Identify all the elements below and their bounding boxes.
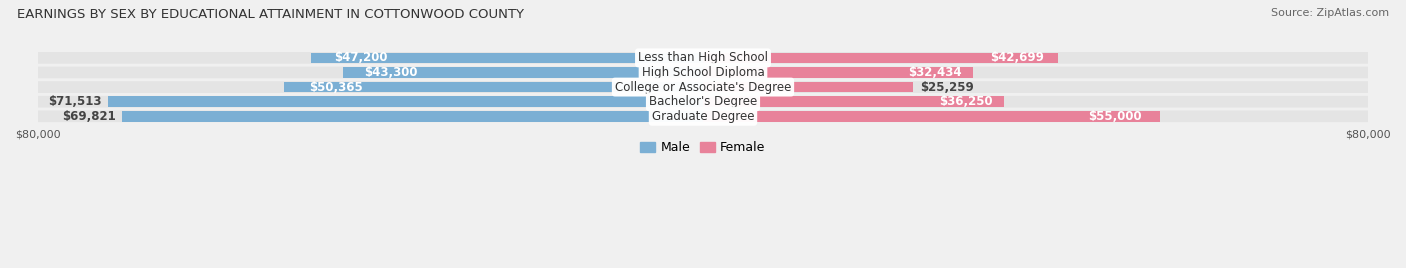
Text: $43,300: $43,300: [364, 66, 418, 79]
Bar: [703, 53, 1059, 63]
Bar: [703, 111, 1160, 121]
Text: $42,699: $42,699: [990, 51, 1043, 64]
Bar: [703, 96, 1004, 107]
Text: $50,365: $50,365: [309, 81, 363, 94]
Bar: [108, 96, 703, 107]
Bar: [703, 82, 912, 92]
Text: $69,821: $69,821: [62, 110, 115, 123]
Text: EARNINGS BY SEX BY EDUCATIONAL ATTAINMENT IN COTTONWOOD COUNTY: EARNINGS BY SEX BY EDUCATIONAL ATTAINMEN…: [17, 8, 524, 21]
Bar: [703, 67, 973, 78]
Text: $71,513: $71,513: [48, 95, 101, 108]
Text: $55,000: $55,000: [1088, 110, 1142, 123]
Bar: [122, 111, 703, 121]
FancyBboxPatch shape: [38, 52, 1368, 64]
Text: High School Diploma: High School Diploma: [641, 66, 765, 79]
Bar: [311, 53, 703, 63]
Text: Less than High School: Less than High School: [638, 51, 768, 64]
Text: Source: ZipAtlas.com: Source: ZipAtlas.com: [1271, 8, 1389, 18]
Text: $32,434: $32,434: [908, 66, 962, 79]
FancyBboxPatch shape: [38, 81, 1368, 93]
FancyBboxPatch shape: [38, 96, 1368, 107]
Text: $47,200: $47,200: [335, 51, 388, 64]
Text: $25,259: $25,259: [920, 81, 973, 94]
Text: College or Associate's Degree: College or Associate's Degree: [614, 81, 792, 94]
Text: Bachelor's Degree: Bachelor's Degree: [650, 95, 756, 108]
Legend: Male, Female: Male, Female: [636, 136, 770, 159]
FancyBboxPatch shape: [38, 67, 1368, 78]
Bar: [284, 82, 703, 92]
Text: $36,250: $36,250: [939, 95, 993, 108]
FancyBboxPatch shape: [38, 110, 1368, 122]
Text: Graduate Degree: Graduate Degree: [652, 110, 754, 123]
Bar: [343, 67, 703, 78]
